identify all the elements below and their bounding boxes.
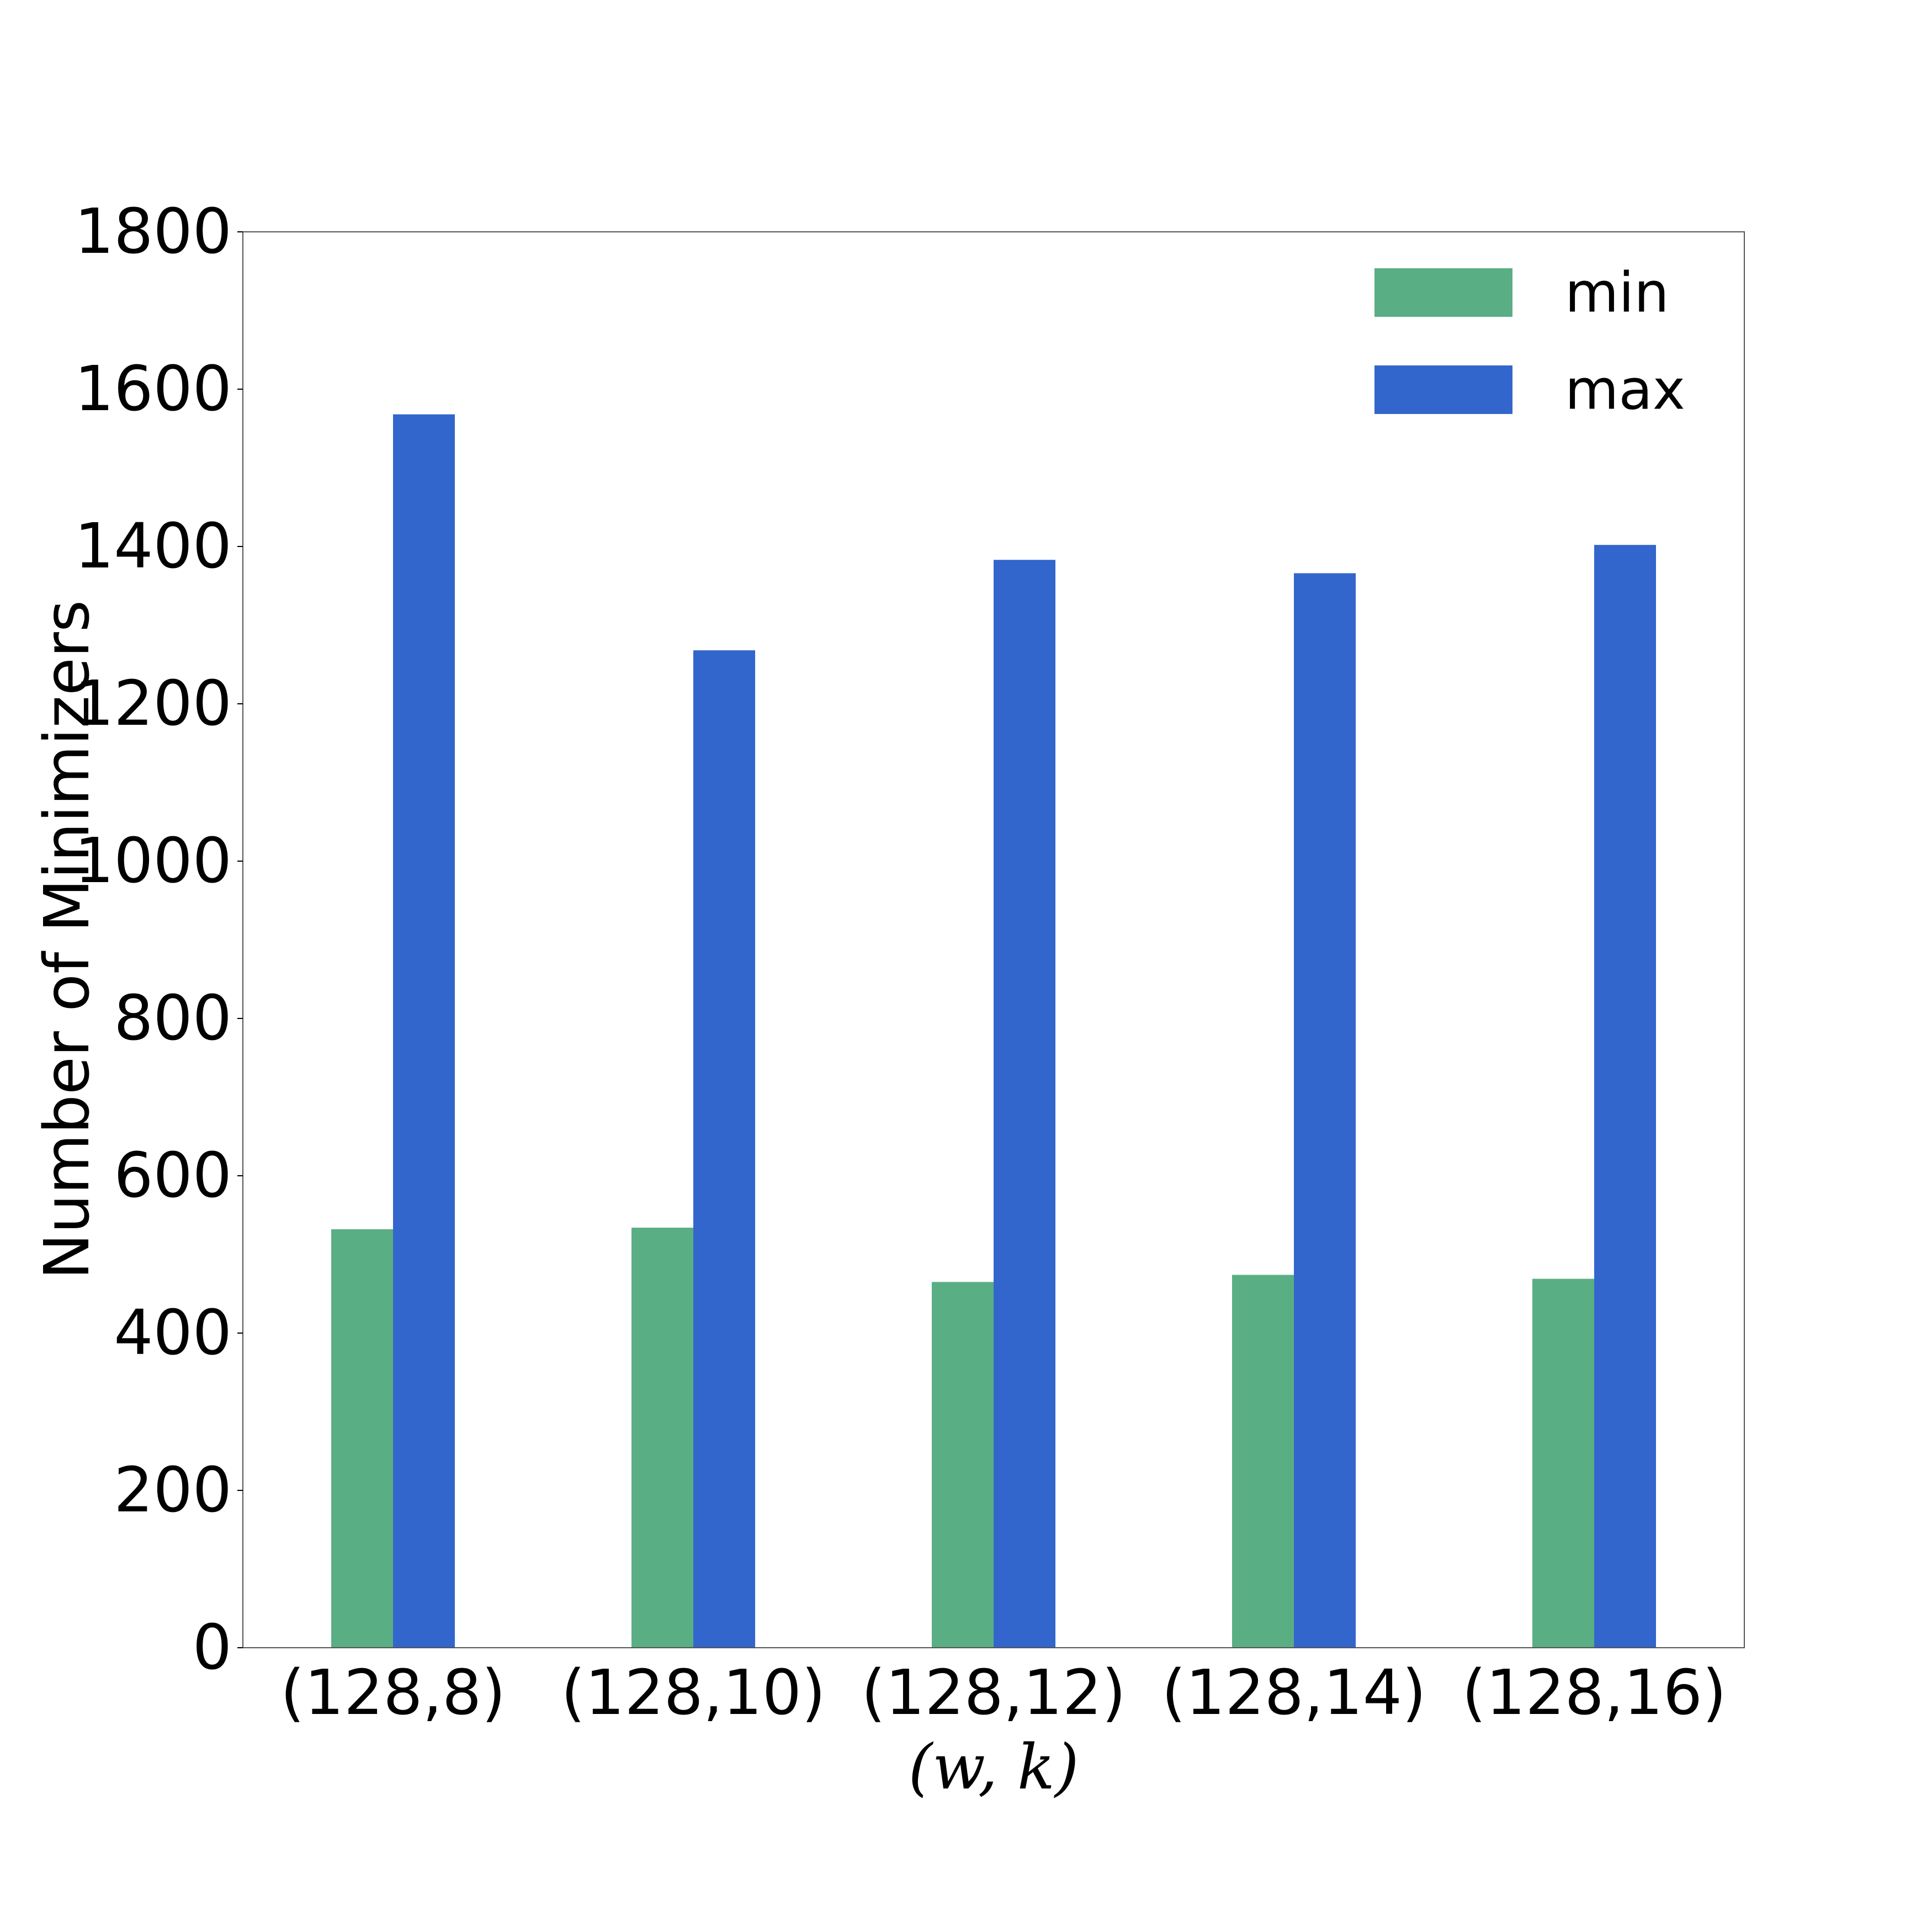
plot-frame: [242, 231, 1745, 1648]
y-tick-label-4: 800: [114, 983, 232, 1054]
bar-max-1: [693, 650, 755, 1648]
bars-group: [331, 414, 1656, 1648]
y-tick-label-7: 1400: [75, 511, 232, 582]
y-tick-label-6: 1200: [75, 668, 232, 740]
x-tick-label-3: (128,14): [1161, 1657, 1426, 1729]
y-axis-title: Number of Minimizers: [31, 600, 103, 1280]
legend-label-max: max: [1565, 358, 1685, 422]
y-ticks: 0 200 400 600 800 1000 1200 1400 1600 1800: [75, 196, 243, 1684]
bar-max-2: [994, 560, 1055, 1648]
x-tick-label-4: (128,16): [1462, 1657, 1726, 1729]
bar-min-3: [1232, 1275, 1294, 1648]
legend-label-min: min: [1565, 261, 1669, 325]
bar-max-3: [1294, 573, 1356, 1648]
legend: min max: [1374, 261, 1685, 422]
bar-min-2: [932, 1282, 994, 1648]
legend-swatch-max: [1374, 365, 1512, 414]
x-axis-title: (w, k): [908, 1732, 1079, 1803]
bar-max-4: [1594, 545, 1656, 1648]
y-tick-label-3: 600: [114, 1140, 232, 1212]
legend-swatch-min: [1374, 268, 1512, 317]
y-tick-label-9: 1800: [75, 196, 232, 268]
y-tick-label-0: 0: [193, 1612, 232, 1684]
x-ticks: (128,8) (128,10) (128,12) (128,14) (128,16): [280, 1657, 1727, 1729]
bar-min-4: [1532, 1278, 1594, 1648]
x-tick-label-2: (128,12): [861, 1657, 1126, 1729]
y-tick-label-8: 1600: [75, 353, 232, 425]
bar-min-0: [331, 1229, 393, 1648]
x-tick-label-0: (128,8): [280, 1657, 506, 1729]
x-tick-label-1: (128,10): [561, 1657, 825, 1729]
bar-max-0: [393, 414, 455, 1648]
y-tick-label-5: 1000: [75, 825, 232, 897]
y-tick-label-1: 200: [114, 1455, 232, 1526]
y-tick-label-2: 400: [114, 1297, 232, 1369]
bar-min-1: [631, 1228, 693, 1648]
